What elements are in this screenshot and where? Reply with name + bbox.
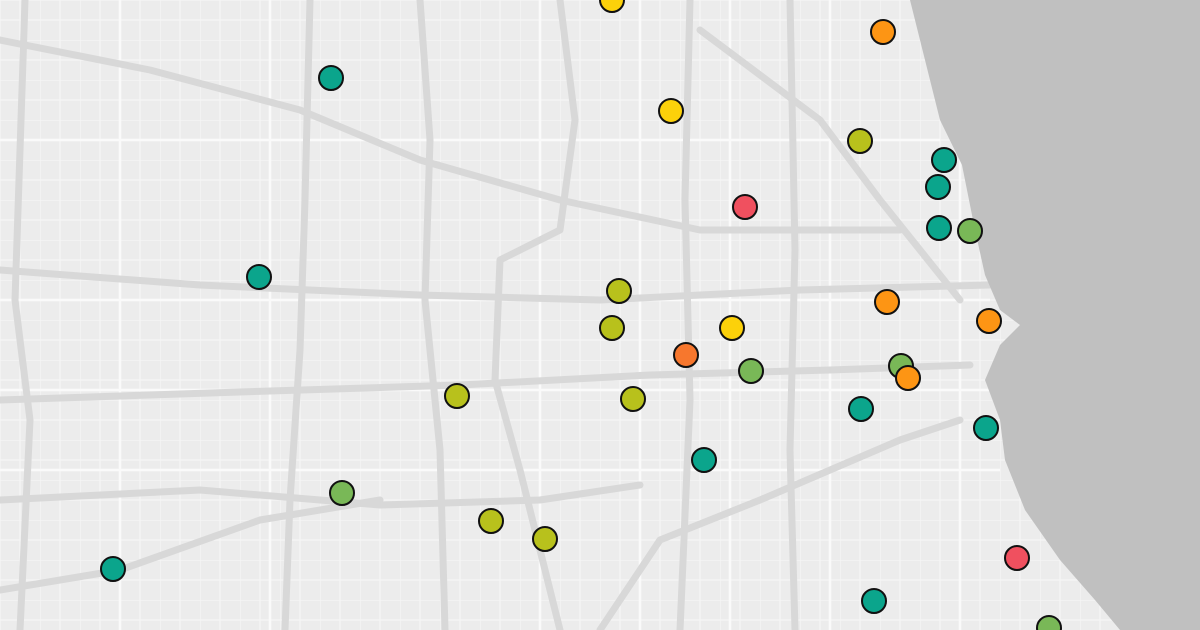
map-marker[interactable] — [870, 19, 896, 45]
map-marker[interactable] — [478, 508, 504, 534]
map-marker[interactable] — [973, 415, 999, 441]
map-marker[interactable] — [732, 194, 758, 220]
map-marker[interactable] — [673, 342, 699, 368]
highway — [596, 416, 964, 630]
map-marker[interactable] — [599, 315, 625, 341]
lake — [910, 0, 1200, 630]
highway — [676, 0, 694, 630]
map-marker[interactable] — [848, 396, 874, 422]
highway — [0, 481, 644, 509]
map-marker[interactable] — [926, 215, 952, 241]
markers — [100, 0, 1062, 630]
map-marker[interactable] — [847, 128, 873, 154]
map-marker[interactable] — [976, 308, 1002, 334]
map-marker[interactable] — [1036, 615, 1062, 630]
highway — [491, 0, 579, 630]
highway — [11, 0, 34, 630]
map-marker[interactable] — [874, 289, 900, 315]
map-marker[interactable] — [1004, 545, 1030, 571]
map-marker[interactable] — [691, 447, 717, 473]
highway — [0, 496, 384, 594]
map-marker[interactable] — [606, 278, 632, 304]
map-marker[interactable] — [599, 0, 625, 13]
map-marker[interactable] — [861, 588, 887, 614]
highway — [696, 26, 964, 304]
highway — [0, 361, 974, 404]
map-marker[interactable] — [100, 556, 126, 582]
highway — [281, 0, 314, 630]
highway — [786, 0, 799, 630]
map-marker[interactable] — [738, 358, 764, 384]
map-marker[interactable] — [931, 147, 957, 173]
map-marker[interactable] — [532, 526, 558, 552]
map-marker[interactable] — [620, 386, 646, 412]
map-marker[interactable] — [925, 174, 951, 200]
highways — [0, 0, 994, 630]
highway — [0, 36, 904, 234]
map-marker[interactable] — [444, 383, 470, 409]
map-marker[interactable] — [246, 264, 272, 290]
highway — [0, 266, 994, 304]
map-marker[interactable] — [329, 480, 355, 506]
map-marker[interactable] — [719, 315, 745, 341]
map-marker[interactable] — [658, 98, 684, 124]
map-marker[interactable] — [895, 365, 921, 391]
map-marker[interactable] — [957, 218, 983, 244]
map-marker[interactable] — [318, 65, 344, 91]
highway — [416, 0, 449, 630]
